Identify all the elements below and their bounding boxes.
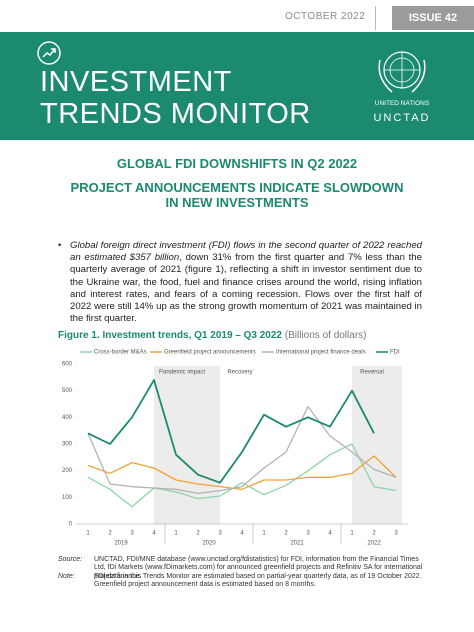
- issue-date: OCTOBER 2022: [285, 11, 366, 22]
- text: Global foreign direct investment (FDI) f…: [70, 240, 422, 264]
- period-label: Recovery: [227, 370, 252, 376]
- y-tick-label: 600: [62, 362, 73, 368]
- x-tick-label: 1: [262, 531, 266, 537]
- source: Source: UNCTAD, FDI/MNE database (www.unc…: [58, 556, 428, 581]
- x-tick-label: 4: [152, 531, 156, 537]
- un-emblem: [378, 51, 426, 93]
- x-tick-label: 3: [130, 531, 134, 537]
- headline: GLOBAL FDI DOWNSHIFTS IN Q2 2022: [116, 156, 358, 171]
- year-label: 2019: [114, 541, 128, 547]
- text: $357 billion: [129, 252, 180, 264]
- x-tick-label: 4: [328, 531, 332, 537]
- x-tick-label: 2: [196, 531, 200, 537]
- bullet: •: [58, 240, 62, 251]
- text: UNCTAD, FDI/MNE database (www.unctad.org…: [94, 556, 423, 580]
- issue-number: ISSUE 42: [392, 6, 474, 30]
- period-shade: [352, 366, 402, 524]
- text: Figure 1. Investment trends, Q1 2019 – Q…: [58, 330, 282, 341]
- label: Note:: [58, 573, 75, 580]
- figure-title: Figure 1. Investment trends, Q1 2019 – Q…: [58, 330, 366, 341]
- year-label: 2021: [290, 541, 304, 547]
- y-tick-label: 500: [62, 388, 73, 394]
- headline: IN NEW INVESTMENTS: [165, 195, 309, 210]
- text: FDI data in this Trends Monitor are esti…: [94, 573, 422, 589]
- period-label: Pandemic impact: [159, 370, 205, 376]
- series-line: [87, 443, 397, 508]
- paragraph: Global foreign direct investment (FDI) f…: [70, 240, 422, 325]
- title-line: INVESTMENT: [40, 66, 232, 98]
- text: , down 31% from the first quarter and 7%…: [70, 252, 422, 325]
- note: Note: FDI data in this Trends Monitor are…: [58, 573, 428, 590]
- y-tick-label: 300: [62, 442, 73, 448]
- period-shade: [154, 366, 220, 524]
- y-tick-label: 200: [62, 468, 73, 474]
- x-tick-label: 3: [306, 531, 310, 537]
- y-tick-label: 100: [62, 495, 73, 501]
- series-line: [87, 406, 397, 494]
- legend-label: Cross-border M&As: [94, 350, 147, 356]
- org-name: UNCTAD: [373, 112, 431, 124]
- x-tick-label: 3: [218, 531, 222, 537]
- trend-icon: [37, 41, 61, 65]
- x-tick-label: 2: [284, 531, 288, 537]
- year-label: 2020: [202, 541, 216, 547]
- headline: PROJECT ANNOUNCEMENTS INDICATE SLOWDOWN: [70, 180, 404, 195]
- title-line: TRENDS MONITOR: [40, 98, 311, 130]
- period-label: Reversal: [360, 370, 384, 376]
- legend-label: Greenfield project announcements: [164, 350, 256, 356]
- legend-label: FDI: [390, 350, 400, 356]
- x-tick-label: 1: [174, 531, 178, 537]
- year-label: 2022: [367, 541, 381, 547]
- y-tick-label: 0: [69, 522, 73, 528]
- series-line: [87, 379, 375, 484]
- unit: (Billions of dollars): [284, 330, 367, 341]
- x-tick-label: 4: [240, 531, 244, 537]
- series-line: [87, 455, 397, 490]
- org-name: UNITED NATIONS: [374, 100, 430, 107]
- label: Source:: [58, 556, 83, 563]
- x-tick-label: 3: [394, 531, 398, 537]
- legend-label: International project finance deals: [276, 350, 366, 356]
- separator: [375, 6, 376, 30]
- x-tick-label: 2: [108, 531, 112, 537]
- x-tick-label: 2: [372, 531, 376, 537]
- x-tick-label: 1: [350, 531, 354, 537]
- x-tick-label: 1: [86, 531, 90, 537]
- y-tick-label: 400: [62, 415, 73, 421]
